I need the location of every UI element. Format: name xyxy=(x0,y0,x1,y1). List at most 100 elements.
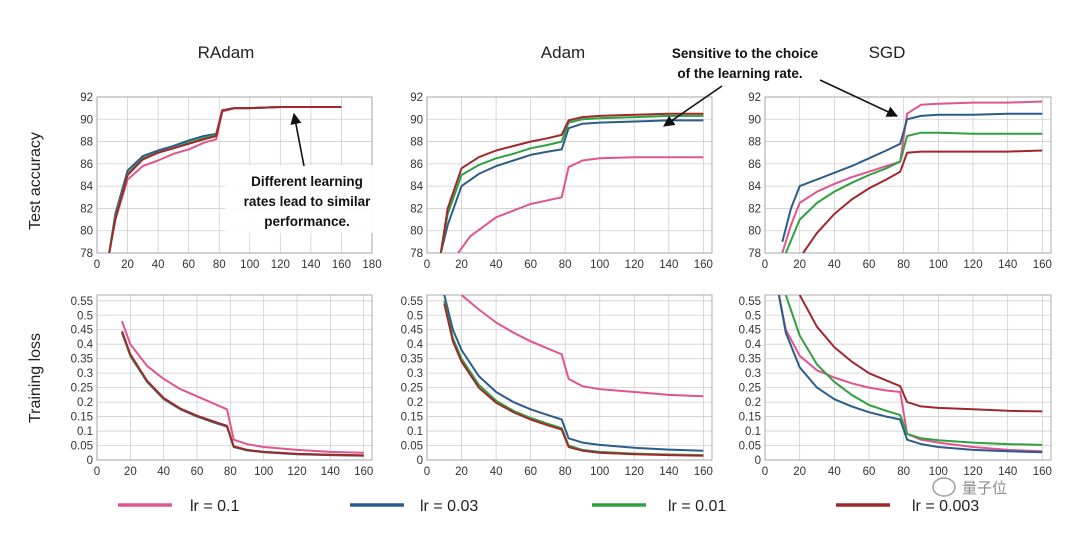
x-tick-label: 40 xyxy=(828,466,841,478)
y-tick-label: 82 xyxy=(748,203,761,215)
series-line xyxy=(121,332,364,457)
y-tick-label: 0.55 xyxy=(71,296,93,308)
x-tick-label: 40 xyxy=(157,466,170,478)
x-tick-label: 20 xyxy=(793,466,806,478)
y-tick-label: 0.2 xyxy=(407,397,423,409)
x-tick-label: 20 xyxy=(793,259,806,271)
annotation-arrow xyxy=(819,79,899,117)
y-tick-label: 0.45 xyxy=(739,325,761,337)
plot-frame xyxy=(764,294,1052,461)
legend-label: lr = 0.01 xyxy=(668,498,726,515)
y-tick-label: 0.5 xyxy=(407,310,423,322)
watermark: 量子位 xyxy=(932,477,1007,497)
y-tick-label: 0.5 xyxy=(745,310,761,322)
chart-title: SGD xyxy=(869,43,906,62)
x-tick-label: 60 xyxy=(182,259,195,271)
y-tick-label: 0.1 xyxy=(77,426,93,438)
y-tick-label: 0 xyxy=(87,455,93,467)
y-tick-label: 92 xyxy=(748,92,761,104)
y-tick-label: 0.05 xyxy=(71,441,93,453)
plot-frame xyxy=(426,294,713,461)
y-tick-label: 90 xyxy=(410,114,423,126)
y-tick-label: 0.35 xyxy=(739,354,761,366)
chart-title: Adam xyxy=(541,43,585,62)
y-tick-label: 0.15 xyxy=(401,412,423,424)
x-tick-label: 120 xyxy=(963,259,982,271)
y-tick-label: 78 xyxy=(80,248,93,260)
series-line xyxy=(784,131,1043,253)
series-line xyxy=(443,300,704,457)
x-tick-label: 80 xyxy=(559,466,572,478)
x-tick-label: 80 xyxy=(897,466,910,478)
annotation-sensitive-lr: Sensitive to the choice of the learning … xyxy=(663,46,899,127)
x-tick-label: 60 xyxy=(863,259,876,271)
legend-label: lr = 0.003 xyxy=(912,498,979,515)
y-tick-label: 0.55 xyxy=(739,296,761,308)
x-tick-label: 80 xyxy=(213,259,226,271)
y-tick-label: 0.3 xyxy=(745,368,761,380)
y-tick-label: 0 xyxy=(755,455,761,467)
x-tick-label: 40 xyxy=(490,466,503,478)
x-tick-label: 160 xyxy=(332,259,351,271)
y-tick-label: 80 xyxy=(410,226,423,238)
x-tick-label: 80 xyxy=(224,466,237,478)
x-tick-label: 180 xyxy=(362,259,381,271)
x-tick-label: 0 xyxy=(94,259,100,271)
panel-adam-loss: 0 20 40 60 80 100 120 140 160 0 0.05 0.1 0.15 0.2 0.25… xyxy=(401,294,713,478)
y-tick-label: 0.2 xyxy=(745,397,761,409)
x-tick-label: 80 xyxy=(897,259,910,271)
series-line xyxy=(108,106,342,253)
series-line xyxy=(781,100,1043,253)
series-line xyxy=(443,295,704,452)
y-tick-label: 90 xyxy=(748,114,761,126)
legend-item: lr = 0.1 xyxy=(118,498,239,515)
y-tick-label: 0 xyxy=(417,455,423,467)
x-tick-label: 100 xyxy=(240,259,259,271)
series-line xyxy=(802,149,1043,253)
x-tick-label: 120 xyxy=(963,466,982,478)
y-tick-label: 0.55 xyxy=(401,296,423,308)
x-tick-label: 20 xyxy=(455,466,468,478)
y-tick-label: 90 xyxy=(80,114,93,126)
y-tick-label: 84 xyxy=(410,181,423,193)
series-line xyxy=(460,295,704,398)
y-tick-label: 0.35 xyxy=(401,354,423,366)
watermark-text: 量子位 xyxy=(962,480,1007,497)
x-tick-label: 20 xyxy=(455,259,468,271)
y-tick-label: 80 xyxy=(748,226,761,238)
x-tick-label: 0 xyxy=(424,466,430,478)
x-tick-label: 100 xyxy=(590,466,609,478)
panel-radam-accuracy: RAdam 0 20 40 60 80 100 120 140 160 180 78 80 82 84 86 8… xyxy=(80,43,381,271)
plot-frame xyxy=(96,294,373,461)
x-tick-label: 160 xyxy=(1033,466,1052,478)
x-tick-label: 60 xyxy=(524,466,537,478)
series-line xyxy=(457,156,704,253)
series-line xyxy=(798,295,1043,413)
y-tick-label: 88 xyxy=(410,137,423,149)
annotation-arrow xyxy=(663,85,723,127)
x-tick-label: 140 xyxy=(998,259,1017,271)
y-tick-label: 0.15 xyxy=(739,412,761,424)
y-tick-label: 88 xyxy=(748,137,761,149)
y-tick-label: 0.4 xyxy=(745,339,762,351)
y-tick-label: 0.1 xyxy=(407,426,423,438)
x-tick-label: 120 xyxy=(625,466,644,478)
x-tick-label: 140 xyxy=(659,259,678,271)
y-tick-label: 78 xyxy=(748,248,761,260)
y-tick-label: 0.15 xyxy=(71,412,93,424)
x-tick-label: 20 xyxy=(124,466,137,478)
y-tick-label: 0.25 xyxy=(401,383,423,395)
x-tick-label: 0 xyxy=(424,259,430,271)
x-tick-label: 20 xyxy=(121,259,134,271)
annotation-line: performance. xyxy=(264,214,350,229)
y-tick-label: 84 xyxy=(748,181,761,193)
y-tick-label: 88 xyxy=(80,137,93,149)
series-line xyxy=(439,114,704,253)
x-tick-label: 160 xyxy=(694,259,713,271)
x-tick-label: 120 xyxy=(287,466,306,478)
y-tick-label: 0.05 xyxy=(739,441,761,453)
series-line xyxy=(121,320,364,454)
annotation-line: Sensitive to the choice xyxy=(672,46,819,61)
y-tick-label: 0.3 xyxy=(77,368,93,380)
series-line xyxy=(443,303,704,457)
